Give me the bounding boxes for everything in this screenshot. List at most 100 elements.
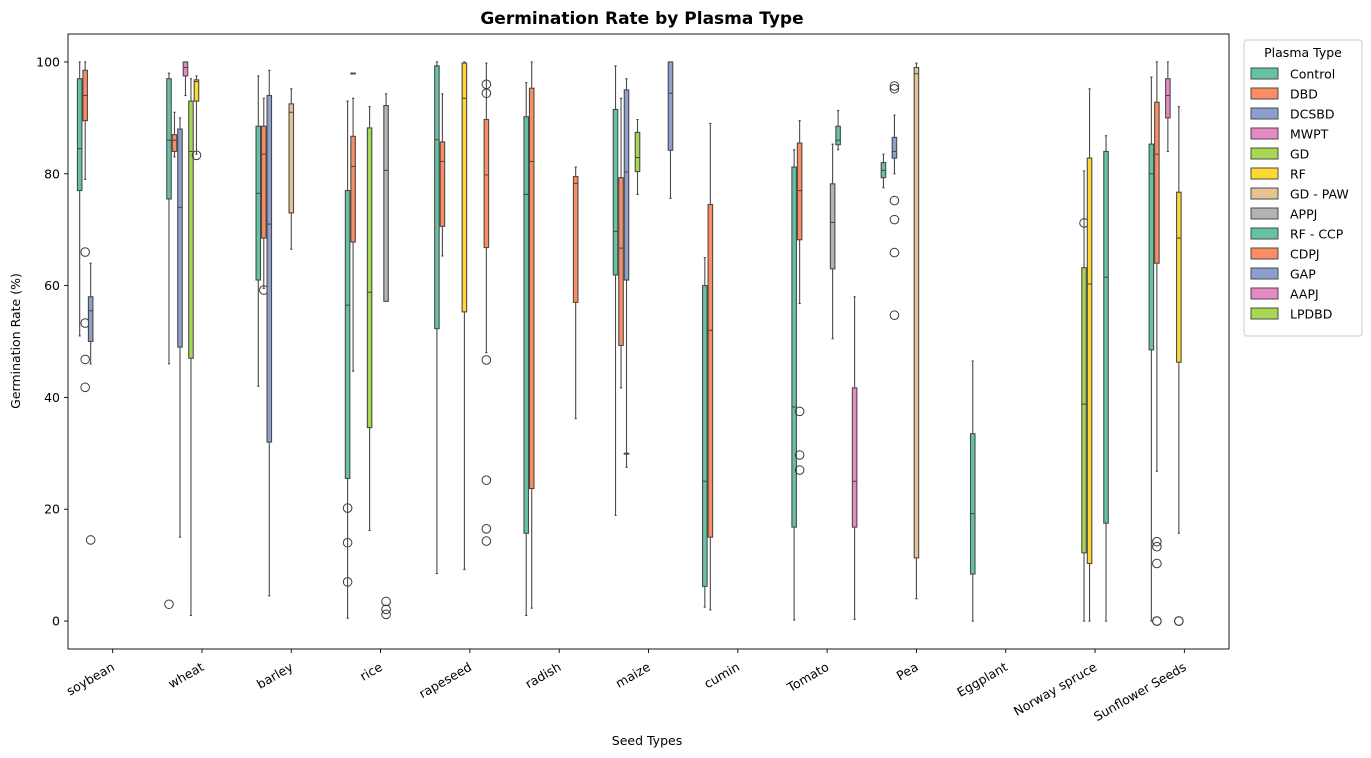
outlier-point (889, 81, 900, 91)
outlier-point (1174, 616, 1184, 626)
legend-swatch (1250, 247, 1279, 260)
chart-title: Germination Rate by Plasma Type (480, 9, 803, 29)
box-cumin-control (702, 257, 708, 608)
box-sunflower-seeds-mwpt (1165, 61, 1171, 152)
box-body (528, 87, 535, 490)
box-maize-dcsbd (623, 78, 630, 468)
box-body (1154, 101, 1160, 264)
outlier-point (381, 604, 391, 615)
outlier-point (889, 83, 900, 94)
x-tick-label: wheat (166, 659, 207, 691)
legend-swatch (1250, 67, 1279, 80)
legend-title: Plasma Type (1264, 45, 1342, 60)
box-body (344, 189, 351, 480)
box-tomato-appj (829, 143, 836, 340)
box-maize-dcsbd (623, 452, 630, 455)
box-tomato-control (791, 149, 797, 621)
box-body (87, 296, 94, 343)
outlier-point (481, 355, 492, 365)
box-body (1176, 191, 1182, 363)
box-wheat-gd (188, 78, 194, 617)
outlier-point (342, 537, 353, 548)
box-maize-control (612, 65, 619, 516)
box-body (260, 125, 267, 239)
outlier-point (481, 88, 492, 99)
box-tomato-rf-ccp (835, 110, 841, 151)
box-body (461, 62, 468, 313)
legend-label: LPDBD (1290, 307, 1332, 322)
legend-label: RF (1290, 167, 1306, 182)
box-body (702, 285, 708, 587)
box-body (891, 136, 898, 159)
box-barley-control (255, 75, 262, 387)
box-body (835, 125, 841, 146)
box-wheat-mwpt (182, 61, 189, 97)
y-axis: 0 20 40 60 80 100 (36, 54, 68, 629)
box-body (634, 131, 641, 173)
outlier-point (342, 503, 353, 513)
box-body (612, 108, 619, 276)
outlier-point (481, 536, 492, 546)
box-tomato-aapj (851, 296, 858, 620)
box-sunflower-seeds-rf (1174, 106, 1184, 626)
outlier-point (381, 596, 391, 607)
y-tick-label: 100 (36, 54, 60, 69)
x-axis: soybean wheat barley rice rapeseed radish maiz… (64, 649, 1189, 724)
box-barley-gd-paw (288, 88, 295, 250)
legend-item: AAPJ (1250, 287, 1319, 302)
outlier-point (794, 465, 805, 475)
box-rapeseed-cdpj (481, 62, 492, 546)
legend-swatch (1250, 227, 1279, 240)
outlier-point (80, 382, 90, 393)
box-body (618, 177, 624, 346)
outlier-point (191, 150, 202, 161)
outlier-point (80, 354, 90, 365)
outlier-point (80, 247, 90, 257)
box-pea-gd-paw (913, 62, 920, 600)
box-radish-dbd (528, 61, 535, 609)
box-body (255, 125, 262, 281)
legend-item: DBD (1250, 87, 1318, 102)
legend-swatch (1250, 267, 1279, 280)
legend-label: Control (1290, 67, 1335, 82)
box-body (667, 61, 674, 151)
legend-item: RF (1250, 167, 1306, 182)
legend-swatch (1250, 127, 1279, 140)
box-body (796, 142, 803, 241)
box-maize-gap (667, 61, 674, 199)
legend-item: GD (1250, 147, 1309, 162)
legend-item: Control (1250, 67, 1335, 82)
x-tick-label: barley (254, 659, 296, 692)
legend: Plasma Type Control DBD DCSBD MWPT GD RF GD - … (1243, 39, 1363, 337)
box-body (171, 134, 178, 152)
outlier-point (381, 609, 391, 620)
legend-label: MWPT (1290, 127, 1329, 142)
outlier-point (164, 599, 174, 610)
box-body (523, 116, 530, 534)
legend-label: CDPJ (1290, 247, 1320, 262)
box-wheat-dbd (171, 111, 178, 158)
outlier-point (1152, 558, 1162, 569)
plot-area (67, 33, 1230, 650)
box-norway-spruce-rf (1086, 88, 1093, 622)
legend-swatch (1250, 167, 1279, 180)
x-tick-label: Sunflower Seeds (1091, 659, 1189, 724)
legend-item: GD - PAW (1250, 187, 1349, 202)
outlier-point (889, 195, 900, 206)
box-rice-appj (381, 93, 391, 620)
box-body (1103, 150, 1109, 524)
box-pea-dcsbd (889, 81, 900, 321)
outlier-point (794, 450, 805, 460)
box-norway-spruce-gd (1079, 170, 1089, 622)
outlier-point (85, 535, 96, 545)
box-body (1165, 78, 1171, 119)
legend-swatch (1250, 87, 1279, 100)
y-tick-label: 60 (44, 278, 60, 293)
box-body (572, 176, 579, 303)
outlier-point (481, 523, 492, 534)
box-body (483, 118, 490, 249)
legend-item: CDPJ (1250, 247, 1320, 262)
box-body (188, 100, 194, 359)
legend-label: APPJ (1290, 207, 1317, 222)
box-soybean-dbd (80, 61, 90, 393)
